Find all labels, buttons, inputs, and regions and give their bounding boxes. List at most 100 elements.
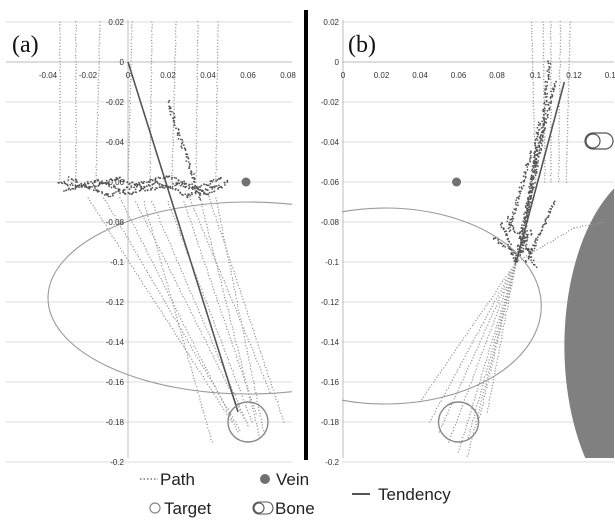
- path-point: [500, 290, 502, 292]
- path-point: [532, 102, 535, 105]
- path-point: [532, 87, 534, 90]
- path-point: [558, 111, 560, 114]
- path-point: [554, 238, 557, 240]
- path-point: [544, 218, 547, 221]
- path-point: [58, 69, 61, 71]
- path-point: [99, 27, 101, 30]
- path-point: [96, 121, 99, 123]
- path-point: [92, 189, 95, 192]
- path-point: [243, 301, 245, 304]
- path-point: [59, 123, 61, 126]
- y-tick-label: -0.12: [321, 298, 340, 307]
- path-point: [539, 122, 542, 125]
- path-point: [157, 272, 159, 274]
- path-point: [98, 69, 100, 71]
- path-point: [505, 230, 508, 233]
- path-point: [175, 45, 177, 47]
- path-point: [150, 84, 152, 87]
- path-point: [113, 192, 115, 195]
- path-point: [535, 168, 538, 171]
- path-trail: [486, 261, 518, 413]
- path-point: [250, 398, 252, 401]
- path-point: [566, 147, 568, 150]
- path-point: [231, 264, 233, 267]
- path-point: [483, 348, 485, 351]
- x-tick-label: 0.04: [412, 71, 428, 80]
- path-point: [177, 133, 180, 135]
- path-trail: [514, 80, 557, 262]
- path-point: [201, 406, 203, 409]
- path-point: [430, 418, 432, 421]
- path-point: [170, 210, 173, 212]
- path-point: [98, 36, 101, 38]
- path-point: [475, 405, 478, 407]
- path-point: [150, 69, 152, 71]
- path-point: [75, 78, 77, 80]
- path-point: [509, 229, 512, 232]
- path-point: [124, 254, 126, 257]
- path-point: [504, 304, 506, 307]
- path-point: [130, 27, 133, 29]
- path-point: [508, 281, 510, 283]
- path-point: [189, 336, 191, 339]
- path-trail: [103, 197, 241, 431]
- path-point: [241, 414, 244, 417]
- path-point: [203, 215, 206, 217]
- path-point: [567, 230, 570, 232]
- path-point: [96, 144, 98, 147]
- path-point: [527, 257, 530, 260]
- path-point: [532, 93, 535, 96]
- path-point: [184, 326, 186, 328]
- path-point: [197, 308, 200, 311]
- path-point: [482, 404, 484, 407]
- path-point: [542, 24, 545, 26]
- path-point: [558, 127, 560, 129]
- path-point: [255, 357, 257, 360]
- path-point: [549, 174, 552, 177]
- path-point: [565, 166, 567, 168]
- path-point: [197, 27, 199, 29]
- path-point: [488, 402, 490, 405]
- path-point: [235, 379, 237, 381]
- path-point: [523, 241, 525, 244]
- path-point: [215, 150, 217, 153]
- path-point: [238, 362, 240, 364]
- path-point: [223, 296, 226, 299]
- path-point: [268, 388, 270, 390]
- path-point: [502, 228, 505, 231]
- path-point: [478, 416, 481, 418]
- path-point: [537, 124, 540, 126]
- path-point: [173, 330, 175, 332]
- path-point: [248, 412, 250, 414]
- path-point: [501, 307, 503, 309]
- path-point: [491, 363, 493, 366]
- path-point: [499, 296, 501, 299]
- path-point: [550, 57, 552, 59]
- path-point: [70, 182, 73, 185]
- path-point: [121, 250, 123, 252]
- y-tick-label: -0.2: [110, 458, 124, 467]
- path-point: [458, 344, 460, 346]
- path-point: [149, 157, 151, 159]
- path-point: [149, 172, 151, 174]
- path-point: [147, 215, 149, 217]
- path-point: [462, 337, 465, 339]
- path-point: [201, 333, 203, 335]
- path-point: [226, 356, 229, 359]
- path-point: [148, 274, 151, 277]
- path-point: [59, 66, 61, 68]
- path-point: [543, 132, 545, 135]
- path-point: [242, 414, 245, 416]
- path-point: [430, 384, 433, 386]
- path-point: [209, 198, 211, 201]
- path-point: [156, 247, 158, 249]
- path-point: [208, 191, 211, 194]
- x-tick-label: 0.14: [605, 71, 615, 80]
- path-point: [480, 326, 482, 328]
- path-point: [134, 270, 136, 272]
- path-point: [558, 162, 560, 165]
- path-point: [223, 408, 225, 411]
- path-point: [216, 78, 218, 80]
- path-point: [489, 331, 491, 333]
- path-point: [195, 169, 198, 171]
